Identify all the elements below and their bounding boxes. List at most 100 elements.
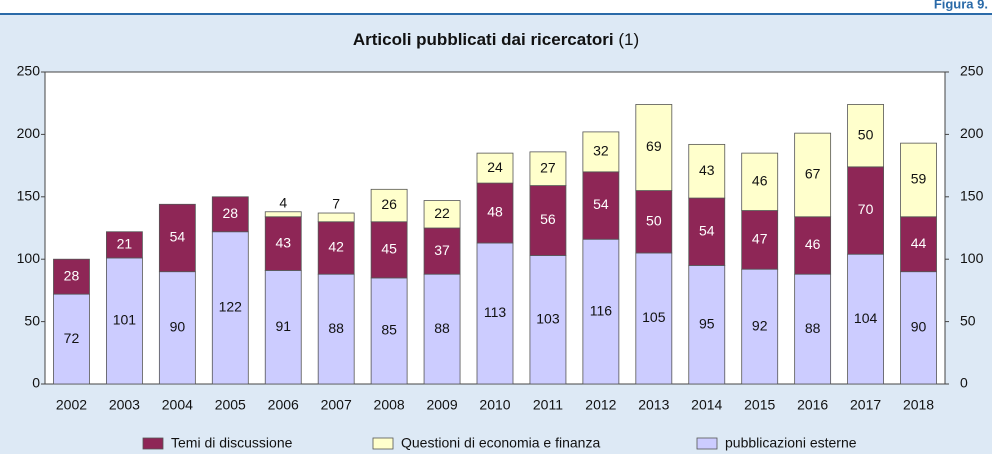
value-label: 22 <box>434 205 450 221</box>
legend-swatch <box>142 437 164 450</box>
bar-segment <box>794 273 832 385</box>
bar-segment <box>635 252 673 385</box>
x-tick-label: 2014 <box>691 397 722 413</box>
bar-segment <box>582 131 620 173</box>
bar-segment <box>529 255 567 385</box>
value-label: 54 <box>699 222 715 238</box>
y-tick-label: 50 <box>24 312 40 328</box>
value-label: 48 <box>487 204 503 220</box>
value-label: 105 <box>642 309 666 325</box>
y-tick-label-right: 100 <box>960 250 984 266</box>
bar-segment <box>370 188 408 223</box>
value-label: 44 <box>911 235 927 251</box>
bar-segment <box>847 253 884 385</box>
value-label: 43 <box>275 234 291 250</box>
x-tick-label: 2011 <box>533 397 563 413</box>
value-label: 26 <box>381 196 397 212</box>
bar-segment <box>847 166 884 255</box>
bar-segment <box>264 211 302 218</box>
value-label: 37 <box>434 242 450 258</box>
y-tick-label: 250 <box>17 63 41 79</box>
value-label: 69 <box>646 138 662 154</box>
bar-segment <box>688 143 726 199</box>
value-label: 50 <box>646 212 662 228</box>
bar-segment <box>476 242 514 385</box>
y-tick-label-right: 0 <box>960 375 968 391</box>
title-note: (1) <box>618 30 639 49</box>
legend-swatch <box>696 437 718 450</box>
bar-segment <box>423 200 461 229</box>
bar-segment <box>900 271 937 385</box>
value-label: 91 <box>275 318 291 334</box>
y-tick-label: 200 <box>17 125 41 141</box>
bar-segment <box>158 203 196 273</box>
y-tick-label: 100 <box>17 250 41 266</box>
value-label: 54 <box>170 229 186 245</box>
title-main: Articoli pubblicati dai ricercatori <box>353 30 614 49</box>
value-label: 50 <box>858 126 874 142</box>
bar-segment <box>741 210 779 270</box>
legend-label: pubblicazioni esterne <box>725 435 857 451</box>
value-label: 88 <box>434 320 450 336</box>
value-label: 90 <box>911 319 927 335</box>
value-label: 54 <box>593 196 609 212</box>
value-label: 59 <box>911 171 927 187</box>
x-tick-label: 2015 <box>744 397 775 413</box>
x-tick-label: 2002 <box>56 397 87 413</box>
value-label: 4 <box>279 194 287 210</box>
bar-segment <box>741 268 779 385</box>
x-tick-label: 2013 <box>638 397 669 413</box>
bar-segment <box>794 132 832 218</box>
value-label: 90 <box>170 319 186 335</box>
y-tick-label: 0 <box>32 375 40 391</box>
y-tick-label-right: 200 <box>960 125 984 141</box>
x-tick-label: 2017 <box>850 397 881 413</box>
legend-label: Temi di discussione <box>171 435 293 451</box>
value-label: 88 <box>805 320 821 336</box>
bar-segment <box>476 152 514 184</box>
value-label: 122 <box>219 299 243 315</box>
value-label: 104 <box>854 310 878 326</box>
value-label: 56 <box>540 211 556 227</box>
bar-segment <box>53 293 90 385</box>
bar-segment <box>688 265 726 385</box>
value-label: 43 <box>699 162 715 178</box>
value-label: 70 <box>858 201 874 217</box>
bar-segment <box>847 104 884 168</box>
bar-segment <box>317 273 355 385</box>
figure-label: Figura 9. <box>934 0 988 11</box>
y-tick-label-right: 50 <box>960 312 976 328</box>
value-label: 21 <box>117 236 133 252</box>
value-label: 92 <box>752 317 768 333</box>
x-tick-label: 2007 <box>321 397 352 413</box>
value-label: 67 <box>805 166 821 182</box>
x-tick-label: 2012 <box>585 397 616 413</box>
value-label: 24 <box>487 159 503 175</box>
value-label: 32 <box>593 143 609 159</box>
bar-segment <box>900 142 937 218</box>
x-tick-label: 2010 <box>479 397 510 413</box>
value-label: 28 <box>64 267 80 283</box>
value-label: 7 <box>332 196 340 212</box>
x-tick-label: 2016 <box>797 397 828 413</box>
value-label: 101 <box>113 312 137 328</box>
x-tick-label: 2009 <box>426 397 457 413</box>
legend-label: Questioni di economia e finanza <box>401 435 600 451</box>
bar-segment <box>53 258 90 295</box>
bar-segment <box>582 171 620 240</box>
x-tick-label: 2005 <box>215 397 246 413</box>
bar-segment <box>211 196 249 233</box>
chart-title: Articoli pubblicati dai ricercatori (1) <box>353 30 639 49</box>
bar-segment <box>211 231 249 385</box>
value-label: 45 <box>381 241 397 257</box>
y-tick-label-right: 250 <box>960 63 984 79</box>
bar-segment <box>423 273 461 385</box>
bar-segment <box>582 238 620 385</box>
x-tick-label: 2003 <box>109 397 140 413</box>
value-label: 46 <box>805 236 821 252</box>
y-tick-label: 150 <box>17 188 41 204</box>
bar-segment <box>370 277 408 385</box>
bar-segment <box>741 152 779 211</box>
x-tick-label: 2006 <box>268 397 299 413</box>
